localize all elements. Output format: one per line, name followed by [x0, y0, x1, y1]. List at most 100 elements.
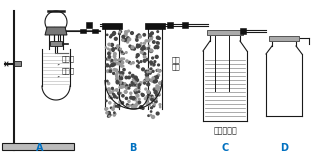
Circle shape [125, 97, 128, 100]
Circle shape [131, 106, 133, 108]
Circle shape [151, 63, 152, 65]
Circle shape [114, 59, 117, 61]
Circle shape [156, 93, 157, 95]
Circle shape [120, 92, 122, 94]
Circle shape [143, 52, 146, 55]
Circle shape [136, 101, 139, 104]
Text: 澄清石灰水: 澄清石灰水 [213, 126, 237, 135]
Circle shape [121, 102, 123, 104]
Circle shape [114, 105, 115, 107]
Circle shape [154, 91, 157, 94]
Circle shape [116, 80, 118, 83]
Circle shape [120, 48, 121, 50]
Circle shape [147, 83, 150, 86]
Circle shape [146, 78, 149, 81]
Text: D: D [280, 143, 288, 153]
Circle shape [118, 92, 120, 94]
Circle shape [111, 59, 113, 61]
Circle shape [157, 42, 159, 44]
Circle shape [129, 84, 131, 86]
Circle shape [108, 82, 110, 85]
Circle shape [119, 61, 123, 64]
Circle shape [135, 98, 137, 100]
Circle shape [106, 100, 107, 102]
Circle shape [153, 105, 155, 107]
Circle shape [150, 68, 152, 70]
Circle shape [151, 36, 153, 38]
Circle shape [120, 31, 122, 32]
Circle shape [136, 39, 138, 41]
Circle shape [117, 45, 119, 48]
Circle shape [114, 113, 116, 115]
Circle shape [152, 57, 154, 59]
Bar [102, 23, 122, 29]
Circle shape [117, 105, 120, 107]
Circle shape [108, 52, 110, 55]
Circle shape [144, 82, 146, 84]
Circle shape [118, 60, 119, 61]
Circle shape [130, 96, 132, 99]
Circle shape [115, 62, 118, 65]
Circle shape [119, 101, 122, 103]
Circle shape [125, 76, 128, 79]
Circle shape [147, 97, 148, 98]
Circle shape [148, 94, 150, 96]
Bar [167, 22, 173, 28]
Circle shape [132, 97, 135, 99]
Circle shape [151, 99, 152, 100]
Circle shape [141, 48, 144, 50]
Circle shape [135, 91, 137, 94]
Circle shape [153, 80, 156, 83]
Circle shape [137, 44, 138, 46]
Circle shape [119, 82, 121, 84]
Circle shape [151, 115, 155, 118]
Circle shape [125, 52, 127, 53]
Circle shape [132, 62, 134, 63]
Circle shape [149, 71, 151, 72]
Circle shape [149, 97, 151, 99]
Circle shape [157, 74, 160, 76]
Circle shape [148, 115, 149, 116]
Circle shape [138, 84, 141, 86]
Circle shape [105, 108, 107, 110]
Circle shape [148, 99, 149, 100]
Circle shape [152, 63, 155, 66]
Circle shape [122, 95, 124, 97]
Circle shape [107, 34, 108, 35]
Circle shape [123, 36, 124, 37]
Circle shape [112, 108, 114, 110]
Circle shape [114, 112, 115, 113]
Circle shape [121, 74, 123, 76]
Circle shape [151, 51, 152, 52]
Circle shape [154, 61, 156, 62]
Circle shape [117, 97, 118, 98]
Circle shape [150, 64, 152, 66]
Bar [269, 36, 299, 41]
Circle shape [150, 49, 152, 52]
Circle shape [119, 31, 120, 33]
Circle shape [150, 50, 152, 52]
Circle shape [131, 32, 133, 34]
Circle shape [145, 40, 147, 42]
Circle shape [143, 56, 146, 58]
Circle shape [157, 69, 159, 71]
Circle shape [146, 76, 148, 78]
Text: A: A [36, 143, 44, 153]
Circle shape [146, 76, 148, 79]
Circle shape [156, 88, 159, 91]
Circle shape [112, 33, 114, 35]
Circle shape [125, 84, 126, 85]
Circle shape [127, 106, 129, 108]
Circle shape [122, 39, 123, 40]
Circle shape [151, 107, 152, 109]
Bar [14, 61, 21, 66]
Circle shape [105, 47, 107, 48]
Circle shape [118, 49, 120, 51]
Circle shape [107, 88, 110, 91]
Circle shape [135, 82, 137, 84]
Circle shape [140, 106, 143, 109]
Circle shape [113, 32, 116, 35]
Circle shape [123, 53, 124, 54]
Circle shape [107, 111, 110, 114]
Circle shape [142, 68, 144, 71]
